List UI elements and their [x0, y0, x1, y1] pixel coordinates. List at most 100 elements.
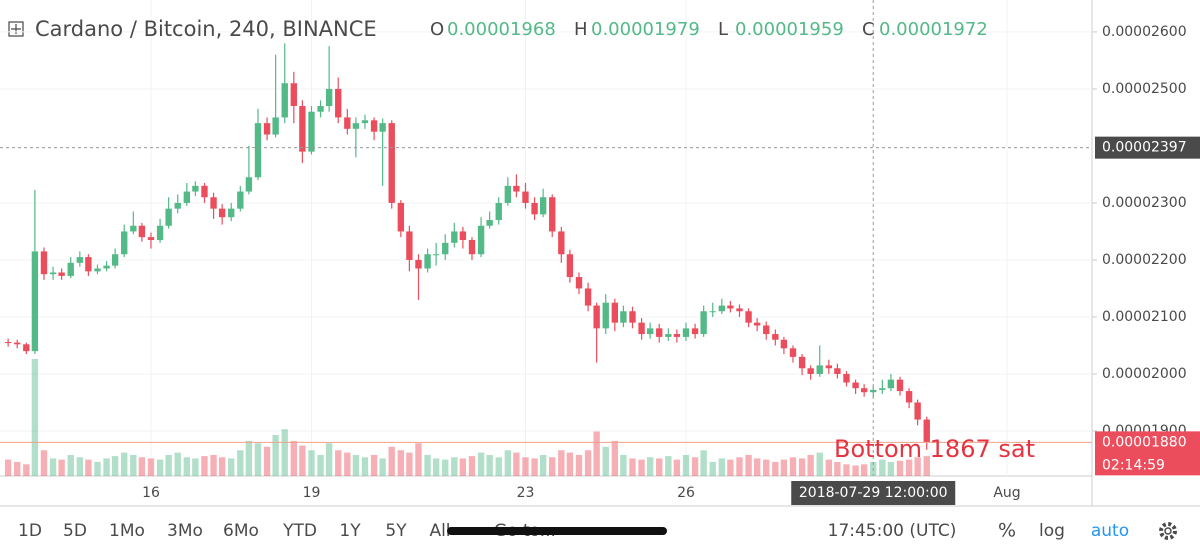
- candle-body: [442, 242, 449, 255]
- candle-body: [780, 339, 788, 349]
- chart-title: Cardano / Bitcoin, 240, BINANCE: [35, 17, 377, 41]
- candle-body: [843, 373, 850, 383]
- range-button[interactable]: 3Mo: [167, 521, 203, 541]
- range-button[interactable]: 5Y: [385, 521, 407, 541]
- candle-body: [308, 111, 315, 152]
- range-button[interactable]: YTD: [282, 521, 317, 541]
- candle-body: [58, 272, 65, 276]
- candle-body: [522, 191, 529, 203]
- candle-body: [656, 328, 663, 337]
- clock: 17:45:00 (UTC): [828, 521, 957, 541]
- volume-bar: [566, 452, 574, 476]
- candle-body: [745, 311, 752, 323]
- volume-bar: [58, 459, 65, 476]
- candle-body: [192, 185, 199, 192]
- annotation: Bottom 1867 sat: [834, 435, 1035, 463]
- candle-body: [67, 262, 74, 276]
- candle-body: [566, 254, 574, 278]
- volume-bar: [558, 450, 565, 476]
- percent-button[interactable]: %: [998, 520, 1016, 542]
- settings-gear[interactable]: [1159, 522, 1177, 540]
- volume-bar: [522, 457, 529, 476]
- volume-bar: [165, 454, 172, 476]
- volume-bar: [14, 461, 21, 476]
- x-tick-label: 23: [517, 485, 535, 501]
- candle-body: [575, 277, 583, 289]
- volume-bar: [905, 459, 913, 476]
- volume-bar: [753, 458, 761, 476]
- log-button[interactable]: log: [1039, 521, 1065, 541]
- range-button[interactable]: 1Mo: [109, 521, 145, 541]
- candle-body: [317, 106, 324, 112]
- candle-body: [94, 268, 101, 272]
- candle-body: [549, 197, 556, 232]
- volume-bar: [138, 457, 146, 476]
- y-tick-label: 0.00002200: [1102, 252, 1187, 268]
- range-button[interactable]: 1Y: [339, 521, 361, 541]
- volume-bar: [210, 454, 217, 476]
- candle-body: [807, 368, 814, 374]
- auto-button[interactable]: auto: [1091, 521, 1129, 541]
- y-tick-label: 0.00002100: [1102, 309, 1187, 325]
- candle-body: [905, 391, 913, 403]
- volume-bar: [539, 454, 547, 476]
- range-button[interactable]: 5D: [63, 521, 87, 541]
- volume-bar: [94, 461, 101, 476]
- ohlc-label: L: [718, 19, 728, 40]
- volume-bar: [352, 454, 360, 476]
- volume-bar: [602, 446, 609, 476]
- candle-body: [451, 231, 458, 243]
- candle-body: [673, 334, 681, 337]
- icon-box: [8, 21, 24, 37]
- volume-bar: [40, 450, 48, 476]
- volume-bar: [879, 459, 886, 476]
- candle-body: [201, 185, 208, 198]
- countdown: 02:14:59: [1102, 457, 1165, 473]
- candle-body: [558, 231, 565, 255]
- range-button[interactable]: 6Mo: [223, 521, 259, 541]
- volume-bar: [816, 452, 823, 476]
- volume-bar: [31, 359, 39, 476]
- candle-body: [432, 254, 440, 256]
- candle-body: [860, 388, 868, 393]
- candle-body: [753, 322, 761, 326]
- volume-bar: [629, 458, 636, 476]
- candle-body: [825, 365, 833, 369]
- range-button[interactable]: All: [429, 521, 450, 541]
- volume-bar: [825, 459, 833, 476]
- range-button[interactable]: 1D: [18, 521, 42, 541]
- volume-bar: [780, 459, 788, 476]
- candle-body: [468, 239, 476, 255]
- volume-bar: [584, 450, 592, 476]
- candle-body: [370, 120, 378, 132]
- crosshair-price-label: 0.00002397: [1102, 140, 1187, 156]
- volume-bar: [379, 458, 386, 476]
- volume-bar: [397, 450, 405, 476]
- candle-body: [593, 305, 600, 329]
- volume-bar: [424, 454, 431, 476]
- candle-body: [76, 257, 84, 263]
- candle-body: [486, 220, 493, 226]
- candle-body: [539, 197, 547, 215]
- volume-bar: [656, 458, 663, 476]
- volume-bar: [432, 458, 440, 476]
- volume-bar: [486, 454, 493, 476]
- candle-body: [914, 402, 921, 420]
- volume-bar: [451, 457, 458, 476]
- volume-bar: [147, 458, 155, 476]
- candle-body: [772, 334, 779, 340]
- volume-bar: [218, 457, 226, 476]
- volume-bar: [237, 450, 244, 476]
- volume-bar: [682, 454, 690, 476]
- candle-body: [325, 88, 333, 107]
- volume-bar: [344, 452, 351, 476]
- volume-bar: [914, 457, 921, 476]
- candle-body: [121, 231, 128, 255]
- volume-bar: [673, 459, 681, 476]
- candle-body: [700, 311, 707, 335]
- volume-bar: [459, 458, 467, 476]
- volume-bar: [807, 454, 814, 476]
- x-tick-label: 19: [303, 485, 321, 501]
